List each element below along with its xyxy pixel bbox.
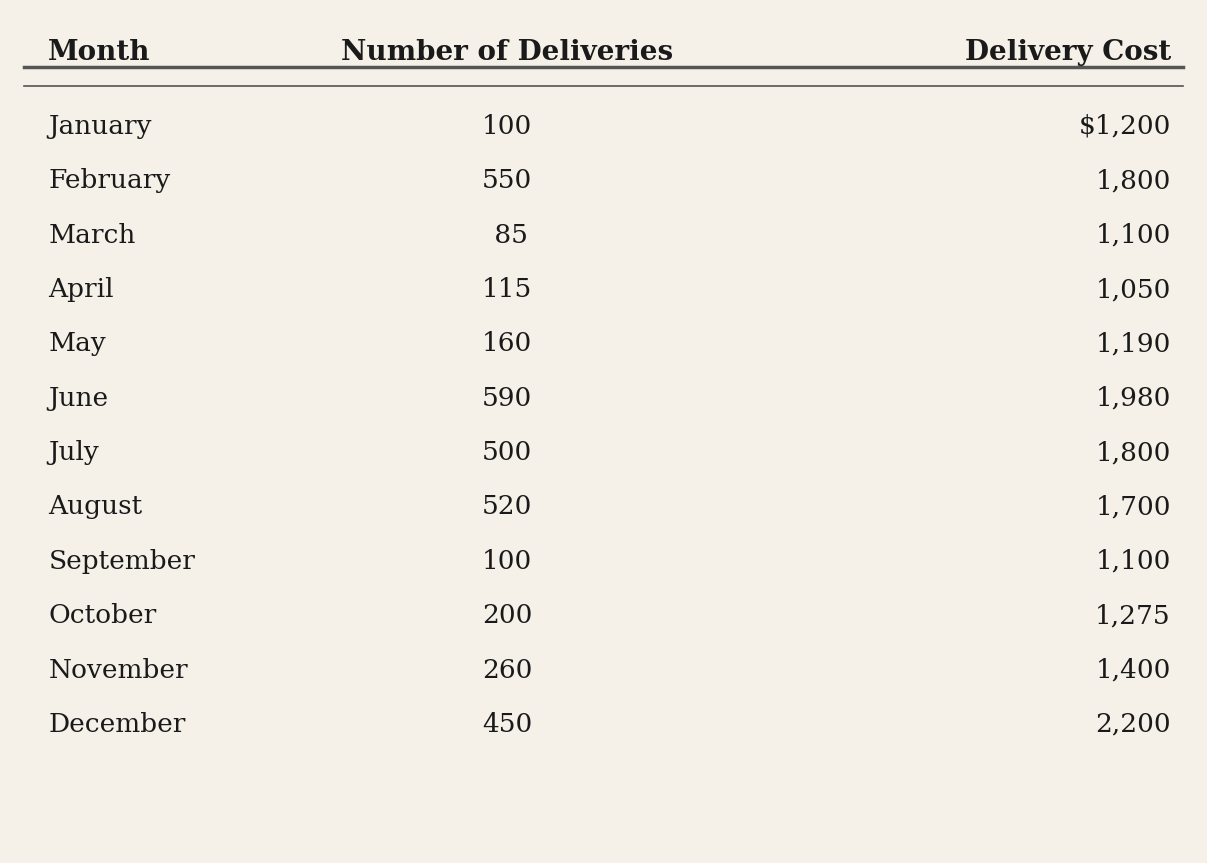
Text: 160: 160: [482, 331, 532, 356]
Text: 1,800: 1,800: [1096, 168, 1171, 193]
Text: 100: 100: [482, 549, 532, 574]
Text: February: February: [48, 168, 170, 193]
Text: 1,980: 1,980: [1096, 386, 1171, 411]
Text: 1,190: 1,190: [1096, 331, 1171, 356]
Text: 1,100: 1,100: [1096, 223, 1171, 248]
Text: April: April: [48, 277, 113, 302]
Text: September: September: [48, 549, 196, 574]
Text: 1,800: 1,800: [1096, 440, 1171, 465]
Text: 260: 260: [482, 658, 532, 683]
Text: December: December: [48, 712, 186, 737]
Text: 450: 450: [482, 712, 532, 737]
Text: 520: 520: [482, 494, 532, 520]
Text: October: October: [48, 603, 157, 628]
Text: June: June: [48, 386, 109, 411]
Text: 200: 200: [482, 603, 532, 628]
Text: Number of Deliveries: Number of Deliveries: [340, 39, 674, 66]
Text: 100: 100: [482, 114, 532, 139]
Text: 590: 590: [482, 386, 532, 411]
Text: 500: 500: [482, 440, 532, 465]
Text: 1,275: 1,275: [1095, 603, 1171, 628]
Text: March: March: [48, 223, 135, 248]
Text: 1,100: 1,100: [1096, 549, 1171, 574]
Text: 85: 85: [486, 223, 527, 248]
Text: 115: 115: [482, 277, 532, 302]
Text: 1,700: 1,700: [1095, 494, 1171, 520]
Text: 1,400: 1,400: [1096, 658, 1171, 683]
Text: July: July: [48, 440, 99, 465]
Text: November: November: [48, 658, 188, 683]
Text: January: January: [48, 114, 152, 139]
Text: 2,200: 2,200: [1095, 712, 1171, 737]
Text: May: May: [48, 331, 106, 356]
Text: Month: Month: [48, 39, 151, 66]
Text: $1,200: $1,200: [1078, 114, 1171, 139]
Text: 1,050: 1,050: [1096, 277, 1171, 302]
Text: 550: 550: [482, 168, 532, 193]
Text: Delivery Cost: Delivery Cost: [964, 39, 1171, 66]
Text: August: August: [48, 494, 142, 520]
